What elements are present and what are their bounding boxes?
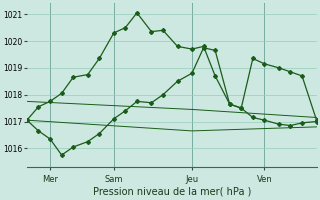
X-axis label: Pression niveau de la mer( hPa ): Pression niveau de la mer( hPa ) [92, 187, 251, 197]
